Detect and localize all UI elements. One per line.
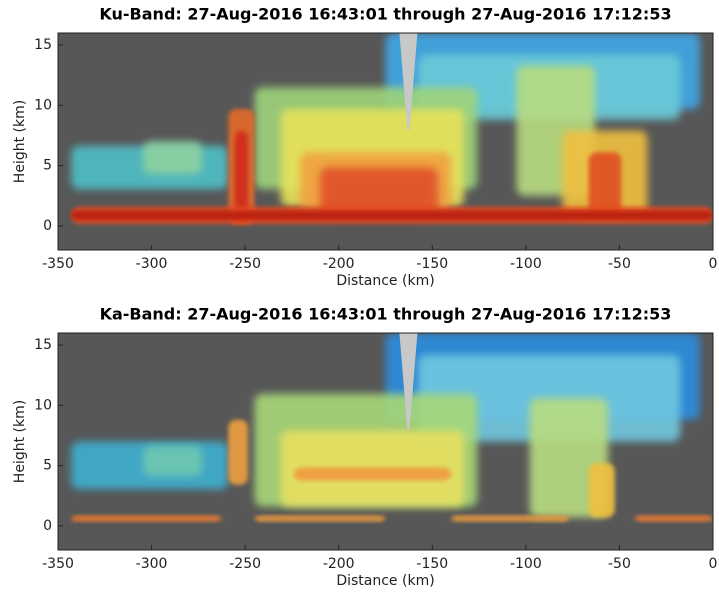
x-tick-label: -200 (323, 556, 355, 572)
reflectivity-region (529, 398, 609, 518)
x-tick-label: -150 (416, 256, 448, 272)
reflectivity-region (254, 515, 386, 522)
chart: Ku-Band: 27-Aug-2016 16:43:01 through 27… (12, 5, 717, 290)
x-tick-label: -50 (608, 556, 631, 572)
x-tick-label: -250 (229, 556, 261, 572)
reflectivity-region (588, 463, 615, 518)
reflectivity-region (293, 467, 451, 481)
radar-image (71, 333, 713, 522)
reflectivity-region (143, 445, 203, 477)
x-tick-label: -350 (42, 556, 74, 572)
y-tick-label: 5 (43, 458, 52, 474)
reflectivity-region (634, 515, 713, 522)
radar-image (71, 33, 713, 224)
chart-title: Ku-Band: 27-Aug-2016 16:43:01 through 27… (99, 5, 671, 24)
reflectivity-region (451, 515, 569, 522)
blocked-cone (399, 33, 418, 131)
y-axis-label: Height (km) (12, 400, 28, 483)
reflectivity-region (228, 419, 248, 485)
x-tick-label: 0 (709, 556, 718, 572)
chart: Ka-Band: 27-Aug-2016 16:43:01 through 27… (12, 305, 717, 590)
x-tick-label: -50 (608, 256, 631, 272)
y-tick-label: 10 (34, 97, 52, 113)
x-tick-label: -350 (42, 256, 74, 272)
x-tick-label: -150 (416, 556, 448, 572)
reflectivity-region (143, 141, 203, 175)
x-tick-label: 0 (709, 256, 718, 272)
y-axis-label: Height (km) (12, 100, 28, 183)
plot-frame (57, 332, 714, 551)
x-tick-label: -100 (510, 256, 542, 272)
y-tick-label: 15 (34, 37, 52, 53)
x-tick-label: -100 (510, 556, 542, 572)
y-tick-label: 15 (34, 337, 52, 353)
y-tick-label: 0 (43, 518, 52, 534)
y-tick-label: 5 (43, 158, 52, 174)
chart-title: Ka-Band: 27-Aug-2016 16:43:01 through 27… (100, 305, 672, 324)
x-tick-label: -300 (136, 556, 168, 572)
plot-frame (57, 32, 714, 251)
reflectivity-region (588, 152, 622, 218)
y-tick-label: 10 (34, 397, 52, 413)
reflectivity-region (320, 167, 438, 218)
x-tick-label: -250 (229, 256, 261, 272)
blocked-cone (399, 333, 418, 431)
reflectivity-region (234, 130, 248, 224)
x-tick-label: -300 (136, 256, 168, 272)
x-tick-label: -200 (323, 256, 355, 272)
reflectivity-region (71, 210, 713, 220)
reflectivity-region (71, 515, 222, 522)
x-axis-label: Distance (km) (336, 273, 434, 289)
y-tick-label: 0 (43, 218, 52, 234)
x-axis-label: Distance (km) (336, 573, 434, 589)
